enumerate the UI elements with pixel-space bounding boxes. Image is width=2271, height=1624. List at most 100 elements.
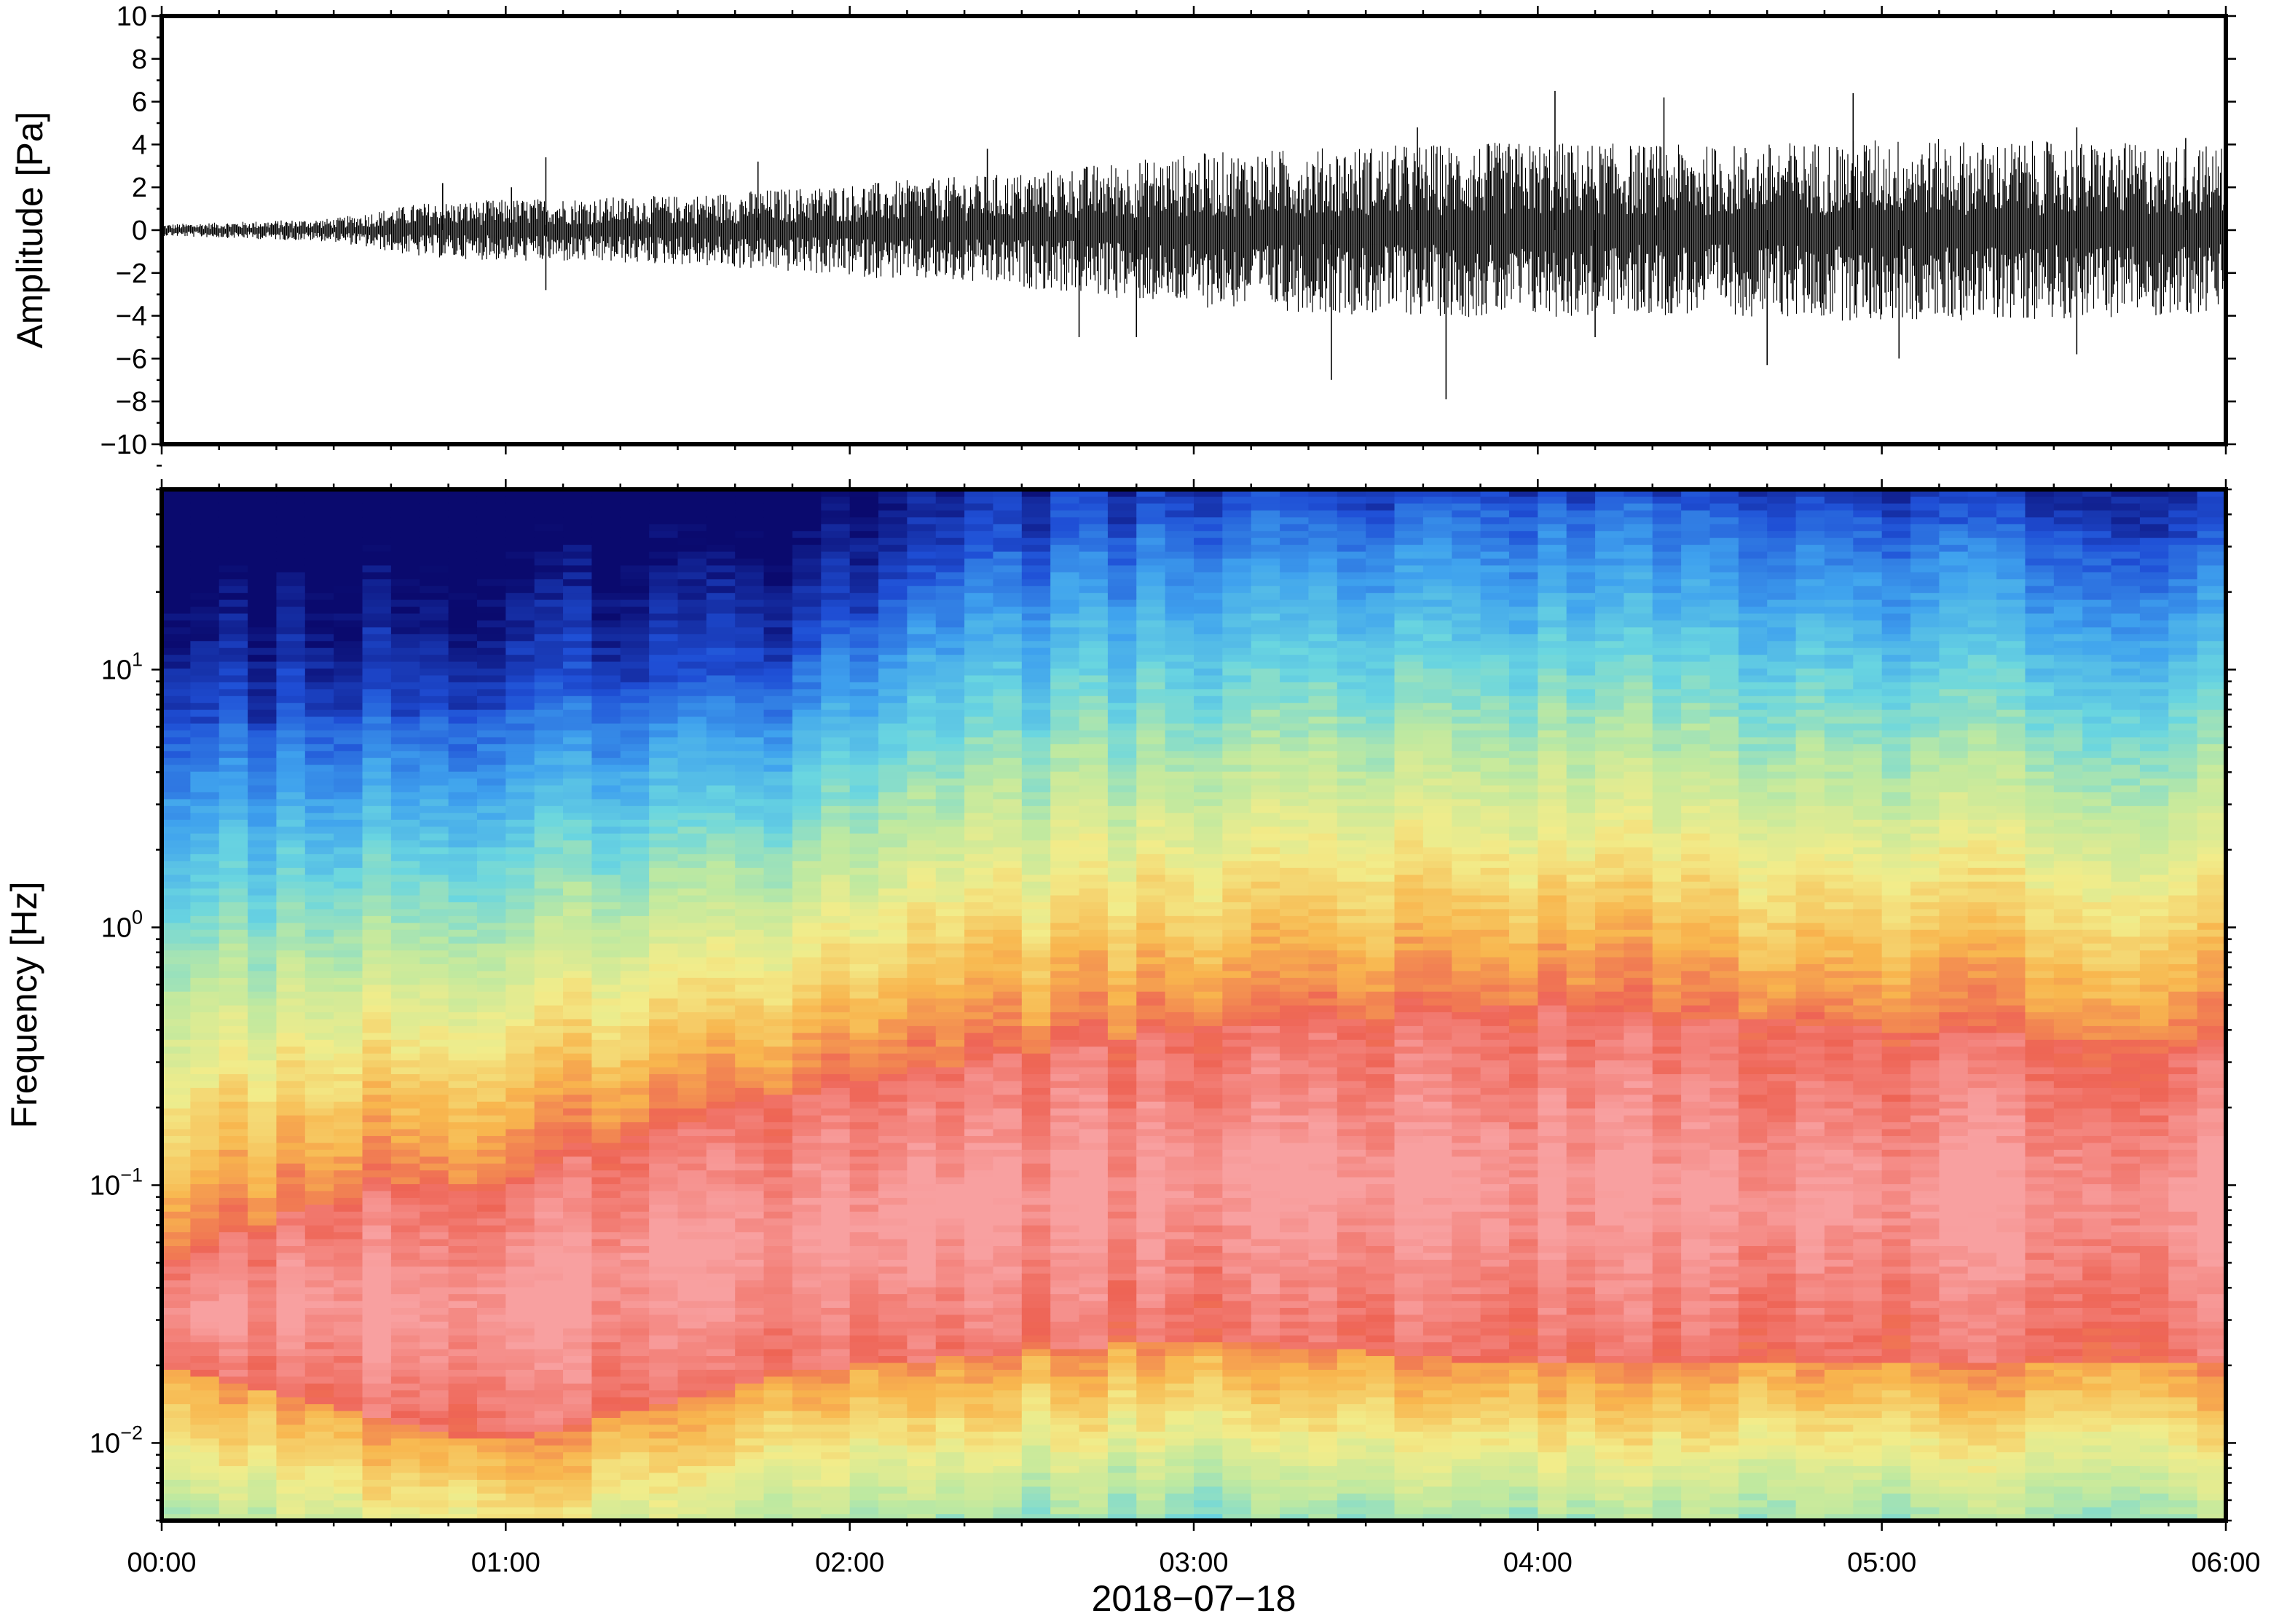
spectrogram-cell: [763, 626, 793, 634]
spectrogram-cell: [304, 833, 334, 841]
spectrogram-cell: [591, 792, 621, 800]
spectrogram-cell: [620, 688, 650, 696]
spectrogram-cell: [334, 1431, 363, 1439]
spectrogram-cell: [219, 1266, 248, 1274]
spectrogram-cell: [649, 1465, 679, 1473]
spectrogram-cell: [849, 1307, 879, 1315]
spectrogram-cell: [420, 564, 449, 572]
spectrogram-cell: [1079, 661, 1109, 669]
spectrogram-cell: [763, 688, 793, 696]
spectrogram-cell: [964, 1163, 994, 1171]
spectrogram-cell: [735, 1431, 765, 1439]
spectrogram-cell: [620, 640, 650, 648]
spectrogram-cell: [563, 819, 593, 827]
spectrogram-cell: [563, 1424, 593, 1432]
spectrogram-cell: [304, 757, 334, 765]
spectrogram-cell: [1021, 757, 1051, 765]
spectrogram-cell: [1079, 1390, 1109, 1398]
spectrogram-cell: [476, 1472, 506, 1480]
spectrogram-cell: [763, 544, 793, 552]
spectrogram-cell: [935, 1369, 965, 1377]
spectrogram-cell: [248, 640, 278, 648]
spectrogram-cell: [878, 489, 908, 497]
spectrogram-cell: [821, 1073, 851, 1081]
spectrogram-cell: [1079, 1314, 1109, 1322]
spectrogram-cell: [476, 722, 506, 730]
spectrogram-cell: [448, 1369, 478, 1377]
spectrogram-cell: [964, 578, 994, 586]
spectrogram-cell: [420, 1252, 449, 1260]
spectrogram-cell: [448, 1252, 478, 1260]
spectrogram-cell: [907, 977, 937, 985]
spectrogram-cell: [907, 1493, 937, 1501]
spectrogram-cell: [878, 833, 908, 841]
spectrogram-cell: [706, 1183, 736, 1191]
spectrogram-cell: [219, 826, 248, 834]
spectrogram-cell: [1021, 936, 1051, 944]
spectrogram-cell: [649, 819, 679, 827]
spectrogram-cell: [792, 840, 822, 848]
spectrogram-cell: [563, 1266, 593, 1274]
spectrogram-cell: [276, 1438, 306, 1446]
spectrogram-cell: [219, 709, 248, 717]
spectrogram-cell: [248, 524, 278, 532]
spectrogram-cell: [763, 1403, 793, 1411]
spectrogram-cell: [476, 1300, 506, 1308]
spectrogram-cell: [534, 1321, 564, 1329]
spectrogram-cell: [563, 1459, 593, 1467]
spectrogram-cell: [1050, 1349, 1080, 1357]
spectrogram-cell: [620, 963, 650, 971]
spectrogram-cell: [964, 1218, 994, 1226]
spectrogram-cell: [792, 750, 822, 758]
spectrogram-cell: [190, 1410, 220, 1418]
spectrogram-cell: [190, 1183, 220, 1191]
spectrogram-cell: [935, 586, 965, 594]
spectrogram-cell: [964, 963, 994, 971]
spectrogram-cell: [505, 661, 535, 669]
spectrogram-cell: [792, 1266, 822, 1274]
spectrogram-cell: [276, 1080, 306, 1088]
spectrogram-cell: [1050, 1177, 1080, 1185]
spectrogram-cell: [563, 970, 593, 978]
spectrogram-cell: [390, 1177, 420, 1185]
spectrogram-cell: [964, 867, 994, 875]
spectrogram-cell: [362, 1025, 392, 1033]
spectrogram-cell: [792, 688, 822, 696]
spectrogram-cell: [849, 915, 879, 923]
spectrogram-cell: [448, 1005, 478, 1013]
spectrogram-cell: [1079, 1115, 1109, 1123]
spectrogram-cell: [390, 1142, 420, 1150]
spectrogram-cell: [706, 612, 736, 620]
spectrogram-cell: [964, 1259, 994, 1267]
spectrogram-cell: [993, 805, 1023, 813]
spectrogram-cell: [304, 1073, 334, 1081]
spectrogram-cell: [334, 544, 363, 552]
spectrogram-cell: [390, 826, 420, 834]
spectrogram-cell: [1050, 1012, 1080, 1020]
spectrogram-cell: [162, 1362, 191, 1370]
spectrogram-cell: [620, 1410, 650, 1418]
spectrogram-cell: [476, 537, 506, 545]
spectrogram-cell: [505, 1513, 535, 1521]
spectrogram-cell: [362, 516, 392, 524]
spectrogram-cell: [362, 1080, 392, 1088]
spectrogram-cell: [276, 612, 306, 620]
spectrogram-cell: [563, 1410, 593, 1418]
spectrogram-cell: [1079, 551, 1109, 559]
spectrogram-cell: [190, 1293, 220, 1301]
spectrogram-cell: [1050, 1080, 1080, 1088]
spectrogram-cell: [534, 805, 564, 813]
spectrogram-cell: [849, 1493, 879, 1501]
spectrogram-cell: [505, 812, 535, 820]
spectrogram-cell: [849, 1094, 879, 1102]
spectrogram-cell: [476, 695, 506, 703]
spectrogram-cell: [792, 1383, 822, 1391]
spectrogram-cell: [620, 943, 650, 951]
spectrogram-cell: [563, 489, 593, 497]
spectrogram-cell: [878, 599, 908, 607]
spectrogram-cell: [735, 530, 765, 538]
spectrogram-cell: [821, 606, 851, 614]
spectrogram-cell: [334, 860, 363, 868]
spectrogram-cell: [792, 1005, 822, 1013]
spectrogram-cell: [849, 654, 879, 662]
